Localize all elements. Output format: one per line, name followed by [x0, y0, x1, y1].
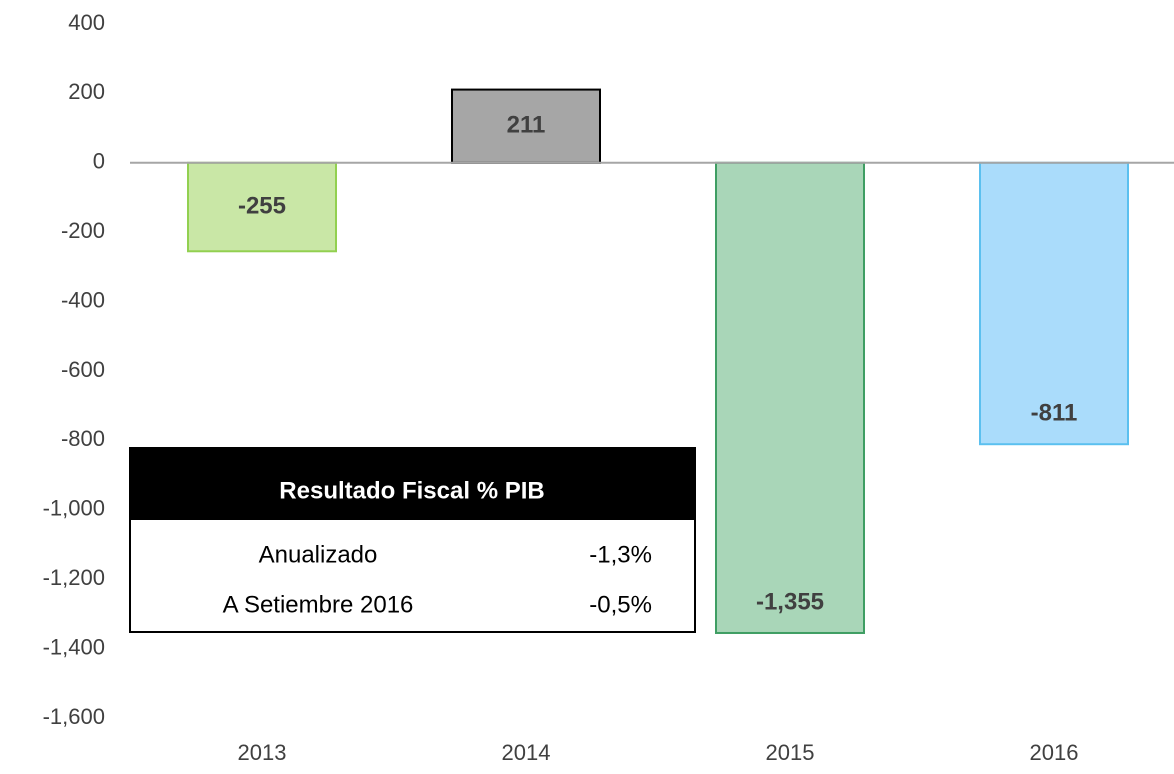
table-title: Resultado Fiscal % PIB — [279, 477, 544, 504]
table-cell: -0,5% — [589, 591, 652, 618]
y-tick-label: -1,000 — [43, 496, 105, 521]
bar — [979, 161, 1129, 446]
bar — [187, 161, 337, 253]
y-tick-label: 200 — [68, 79, 105, 104]
y-tick-label: 400 — [68, 10, 105, 35]
bar — [715, 161, 865, 634]
table-cell: A Setiembre 2016 — [223, 591, 414, 618]
value-label: -811 — [1031, 400, 1078, 427]
value-label: -1,355 — [756, 588, 824, 615]
y-tick-label: -200 — [61, 218, 105, 243]
y-tick-label: -600 — [61, 357, 105, 382]
y-tick-label: 0 — [93, 149, 105, 174]
bars: -255 211 -1,355 -811 — [130, 88, 1174, 634]
table-cell: -1,3% — [589, 541, 652, 568]
y-tick-label: -1,600 — [43, 704, 105, 729]
y-tick-label: -1,200 — [43, 565, 105, 590]
x-tick-label: 2014 — [502, 740, 551, 765]
value-label: -255 — [238, 192, 286, 219]
x-tick-label: 2016 — [1030, 740, 1079, 765]
x-tick-label: 2013 — [238, 740, 287, 765]
y-tick-label: -400 — [61, 287, 105, 312]
value-label: 211 — [507, 112, 546, 139]
bar — [451, 88, 601, 164]
y-tick-label: -1,400 — [43, 634, 105, 659]
table-cell: Anualizado — [259, 541, 378, 568]
x-tick-label: 2015 — [766, 740, 815, 765]
table-header — [130, 448, 695, 520]
y-tick-label: -800 — [61, 426, 105, 451]
inset-table: Resultado Fiscal % PIB Anualizado -1,3% … — [129, 447, 696, 633]
